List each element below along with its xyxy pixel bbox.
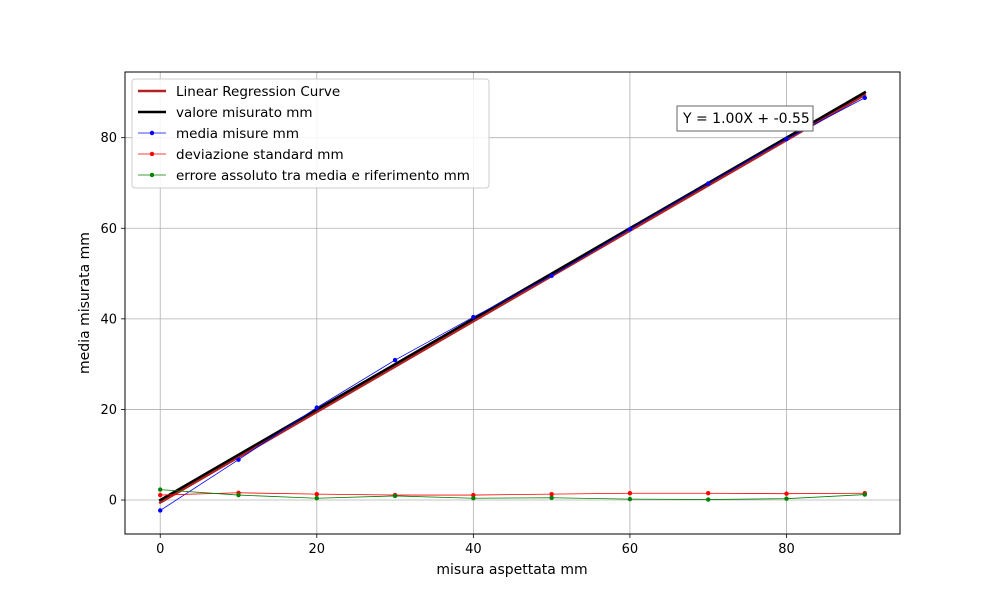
legend-label: Linear Regression Curve xyxy=(176,84,340,100)
data-point-series-4 xyxy=(549,495,554,500)
data-point-series-4 xyxy=(471,496,476,501)
data-point-series-4 xyxy=(862,492,867,497)
annotation-box xyxy=(676,105,814,132)
regression-equation-annotation: Y = 1.00X + -0.55 xyxy=(676,105,814,132)
legend-label: media misure mm xyxy=(176,126,299,142)
legend-label: valore misurato mm xyxy=(176,105,313,121)
legend-label: errore assoluto tra media e riferimento … xyxy=(176,168,470,184)
data-point-series-3 xyxy=(314,491,319,497)
series-line-4 xyxy=(159,489,866,500)
data-point-series-3 xyxy=(158,492,163,498)
x-tick-label: 80 xyxy=(778,542,795,557)
data-point-series-4 xyxy=(236,492,241,498)
y-tick-label: 40 xyxy=(100,312,117,327)
regression-equation-text: Y = 1.00X + -0.55 xyxy=(682,111,810,127)
data-point-series-2 xyxy=(706,181,711,186)
data-point-series-4 xyxy=(706,497,711,502)
legend: Linear Regression Curve valore misurato m… xyxy=(131,78,490,189)
data-point-series-4 xyxy=(314,496,319,501)
y-tick-label: 0 xyxy=(109,494,117,509)
axis-ticks: 0 20 40 60 80 0 20 40 60 80 xyxy=(100,131,794,557)
data-point-series-2 xyxy=(471,314,476,320)
data-point-series-2 xyxy=(627,226,633,232)
data-point-series-4 xyxy=(392,493,398,499)
series-lines xyxy=(158,90,867,513)
data-point-series-2 xyxy=(549,273,554,279)
legend-box xyxy=(131,78,490,189)
plot-area-frame xyxy=(124,71,901,535)
data-point-series-4 xyxy=(158,487,163,492)
legend-items: Linear Regression Curve valore misurato m… xyxy=(138,84,470,184)
data-point-series-2 xyxy=(314,405,319,410)
y-tick-label: 60 xyxy=(100,222,117,237)
data-point-series-3 xyxy=(549,491,554,497)
x-axis-label: misura aspettata mm xyxy=(436,562,587,578)
data-point-series-2 xyxy=(862,95,867,101)
series-line-0 xyxy=(158,93,867,505)
data-point-series-2 xyxy=(236,457,241,462)
series-line-3 xyxy=(159,492,866,496)
legend-marker xyxy=(149,151,155,157)
legend-marker xyxy=(149,172,155,178)
x-tick-label: 60 xyxy=(622,542,639,557)
x-tick-label: 20 xyxy=(309,542,326,557)
data-point-series-3 xyxy=(471,492,476,498)
data-point-series-2 xyxy=(784,136,789,142)
data-point-series-4 xyxy=(627,496,633,502)
y-axis-label: media misurata mm xyxy=(77,232,93,374)
data-point-series-3 xyxy=(784,491,789,496)
legend-marker xyxy=(149,130,155,136)
data-point-series-3 xyxy=(706,491,711,496)
legend-label: deviazione standard mm xyxy=(176,147,344,163)
y-tick-label: 20 xyxy=(100,403,117,418)
x-tick-label: 40 xyxy=(465,542,482,557)
data-point-series-2 xyxy=(392,357,398,363)
data-point-series-2 xyxy=(158,508,163,513)
series-line-2 xyxy=(159,97,866,512)
data-point-series-3 xyxy=(627,491,633,496)
x-tick-label: 0 xyxy=(156,542,164,557)
data-point-series-4 xyxy=(784,496,789,501)
y-tick-label: 80 xyxy=(100,131,117,146)
